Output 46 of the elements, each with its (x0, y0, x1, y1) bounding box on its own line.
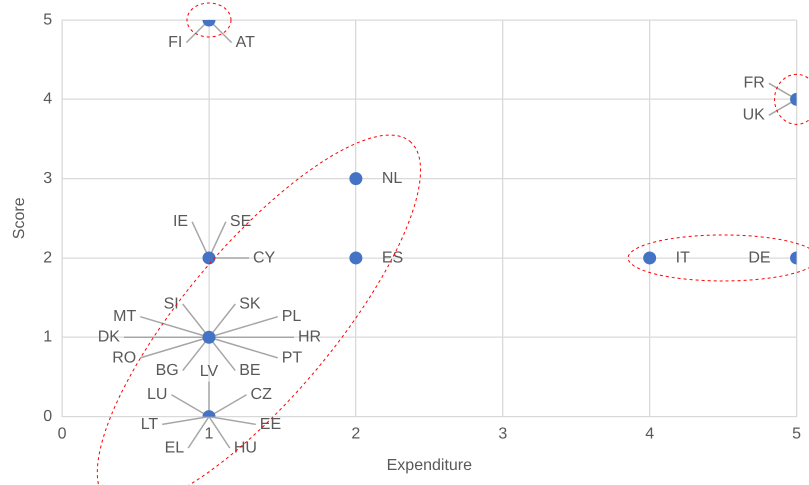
x-tick-label: 2 (351, 426, 360, 443)
annotation: DE (748, 249, 771, 266)
y-axis-title: Score (11, 197, 28, 240)
annotation: NL (382, 170, 402, 188)
x-tick-label: 3 (498, 426, 508, 443)
annotation: CY (252, 249, 276, 266)
y-tick-label: 1 (43, 328, 52, 346)
annotation: SK (239, 295, 261, 312)
annotation: HR (298, 328, 322, 346)
annotation: BE (239, 362, 261, 379)
annotation: IE (172, 213, 188, 230)
annotation: EE (260, 416, 282, 433)
annotation: ES (382, 249, 404, 266)
annotation: PT (282, 349, 302, 366)
y-tick-label: 5 (43, 11, 52, 28)
annotation: UK (742, 106, 766, 124)
annotation: SE (230, 213, 252, 230)
x-tick-label: 5 (792, 426, 802, 443)
annotation: BG (156, 362, 179, 379)
annotation: PL (282, 308, 302, 326)
annotation: SI (164, 295, 179, 312)
point (202, 330, 216, 344)
x-tick-label: 1 (204, 426, 214, 443)
annotation: LT (140, 416, 158, 433)
point (349, 251, 362, 264)
y-tick-label: 2 (43, 249, 52, 266)
point (202, 251, 216, 264)
x-tick-label: 4 (645, 426, 654, 443)
annotation: CZ (250, 386, 272, 404)
point (349, 172, 362, 186)
x-tick-label: 0 (58, 426, 67, 443)
annotation: AT (236, 34, 256, 52)
annotation: HU (234, 440, 257, 457)
annotation: MT (113, 308, 136, 326)
annotation: DK (98, 328, 120, 346)
annotation: FI (168, 34, 182, 52)
annotation: IT (676, 249, 690, 266)
annotation: FR (744, 74, 765, 92)
x-axis-title: Expenditure (386, 456, 472, 474)
annotation: RO (112, 349, 136, 366)
y-tick-label: 3 (43, 170, 52, 188)
y-tick-label: 4 (43, 90, 52, 108)
annotation: LU (147, 386, 168, 404)
annotation: EL (164, 440, 184, 457)
annotation: LV (200, 363, 219, 380)
y-tick-label: 0 (43, 408, 52, 426)
